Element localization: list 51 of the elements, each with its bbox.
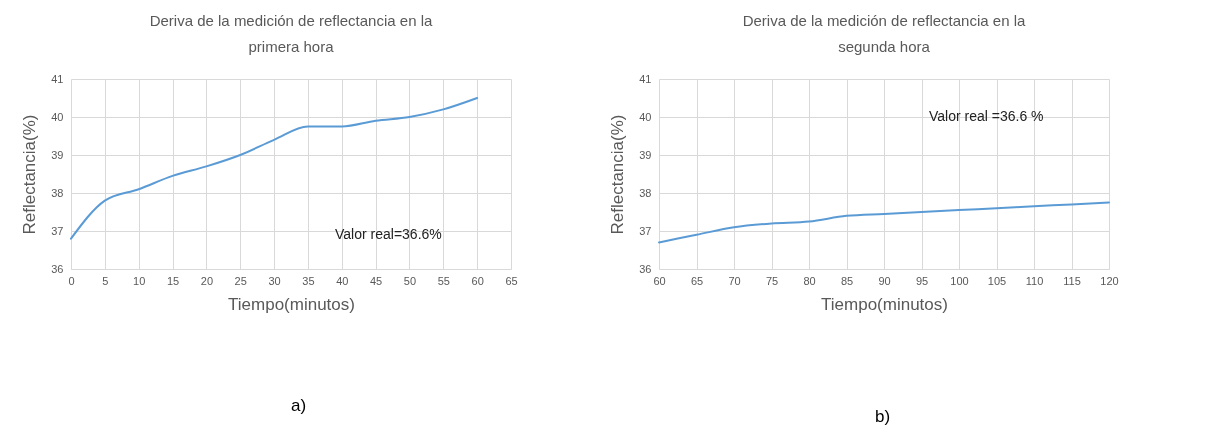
y-tick-label: 38 — [639, 186, 652, 199]
text: a) — [291, 395, 307, 415]
annotation: Valor real=36.6% — [335, 225, 442, 242]
x-tick-label: 60 — [653, 274, 666, 287]
y-axis-title: Reflectancia(%) — [20, 114, 40, 235]
x-tick-label: 65 — [690, 274, 704, 287]
x-tick-label: 115 — [1063, 274, 1081, 287]
x-tick-label: 105 — [987, 274, 1007, 287]
y-tick-label: 38 — [51, 186, 64, 199]
x-tick-label: 45 — [369, 274, 383, 287]
x-tick-label: 65 — [505, 274, 518, 287]
y-tick-label: 40 — [639, 110, 652, 123]
x-tick-label: 10 — [133, 274, 146, 287]
x-tick-label: 80 — [803, 274, 816, 287]
x-tick-label: 100 — [950, 274, 969, 287]
x-tick-label: 30 — [268, 274, 281, 287]
line-series — [70, 97, 479, 240]
x-tick-label: 120 — [1100, 274, 1119, 287]
x-tick-label: 60 — [471, 274, 484, 287]
x-tick-label: 5 — [102, 274, 109, 287]
chart-title: Deriva de la medición de reflectancia en la primera hora — [149, 12, 433, 55]
x-tick-label: 25 — [234, 274, 247, 287]
y-tick-label: 36 — [639, 262, 652, 275]
y-axis-title: Reflectancia(%) — [608, 114, 628, 235]
y-tick-label: 39 — [639, 148, 652, 161]
x-tick-label: 75 — [765, 274, 779, 287]
y-tick-label: 41 — [51, 72, 64, 85]
y-tick-label: 36 — [51, 262, 64, 275]
x-tick-label: 85 — [840, 274, 854, 287]
y-tick-label: 37 — [51, 224, 64, 237]
x-tick-label: 95 — [915, 274, 929, 287]
x-axis-title: Tiempo(minutos) — [821, 294, 948, 314]
x-tick-label: 110 — [1025, 274, 1044, 287]
x-tick-label: 40 — [336, 274, 349, 287]
x-tick-label: 0 — [68, 274, 75, 287]
x-tick-label: 90 — [878, 274, 891, 287]
x-axis-title: Tiempo(minutos) — [228, 294, 355, 314]
annotation: Valor real =36.6 % — [929, 108, 1044, 124]
line-series — [658, 201, 1110, 244]
x-tick-label: 50 — [403, 274, 417, 287]
y-tick-label: 39 — [51, 148, 64, 161]
y-tick-label: 37 — [639, 224, 652, 237]
text: b) — [875, 407, 891, 427]
y-tick-label: 40 — [51, 110, 64, 123]
x-tick-label: 35 — [302, 274, 315, 287]
x-tick-label: 20 — [200, 274, 214, 287]
x-tick-label: 70 — [728, 274, 741, 287]
x-tick-label: 15 — [166, 274, 180, 287]
y-tick-label: 41 — [639, 72, 652, 85]
x-tick-label: 55 — [437, 274, 450, 287]
chart-title: Deriva de la medición de reflectancia en la segunda hora — [742, 12, 1026, 55]
